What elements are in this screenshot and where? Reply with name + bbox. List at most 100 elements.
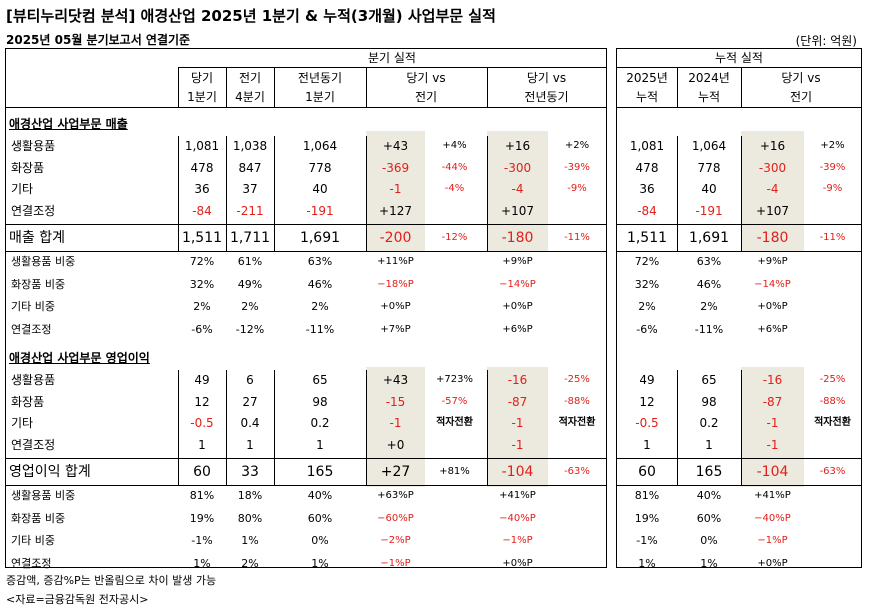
value-cell: 65 [312, 373, 328, 387]
diff-cell: +43 [382, 373, 409, 387]
ratio-value-cell: 1% [193, 556, 211, 570]
value-cell: 6 [246, 373, 254, 387]
value-cell: -191 [306, 203, 334, 218]
ratio-value-cell: 32% [189, 277, 215, 291]
total-value-cell: 1,711 [229, 230, 271, 246]
section-title: 애경산업 사업부문 매출 [9, 117, 128, 131]
total-row-label: 영업이익 합계 [9, 464, 91, 480]
rate-cell: -88% [564, 395, 590, 407]
ratio-value-cell: 19% [634, 511, 660, 525]
table-rule [178, 67, 179, 108]
cumulative-results-table: 누적 실적 2025년 누적 2024년 누적 당기 vs 전기 1,081 1,064 +16 +… [616, 48, 862, 570]
value-cell: 49 [194, 373, 210, 387]
total-diff-cell: +27 [380, 464, 411, 480]
ratio-diff-cell: +9%P [502, 256, 533, 267]
ratio-value-cell: -6% [191, 322, 213, 336]
ratio-value-cell: -11% [305, 322, 335, 336]
ratio-value-cell: 19% [189, 511, 215, 525]
value-cell: 65 [701, 373, 717, 387]
ratio-diff-cell: +0%P [757, 301, 788, 312]
ratio-diff-cell: +9%P [757, 256, 788, 267]
diff-cell: -1 [766, 437, 779, 452]
total-rate-cell: -63% [564, 466, 590, 477]
column-header: 2025년 [626, 71, 668, 85]
value-cell: 478 [190, 160, 214, 175]
table-rule [617, 67, 861, 68]
ratio-value-cell: 46% [696, 277, 722, 291]
ratio-row-label: 연결조정 [11, 322, 52, 336]
highlight-column-band [366, 131, 425, 251]
row-label: 연결조정 [11, 203, 56, 218]
diff-cell: +16 [759, 139, 786, 153]
total-diff-cell: -104 [501, 464, 534, 480]
column-header: 전기 [414, 90, 438, 104]
ratio-diff-cell: −2%P [380, 535, 411, 546]
highlight-column-band [741, 131, 804, 251]
table-rule [487, 67, 488, 108]
column-header: 당기 vs [781, 71, 821, 85]
value-cell: -84 [637, 203, 657, 218]
diff-cell: -369 [381, 160, 410, 175]
table-rule [617, 224, 861, 225]
ratio-value-cell: 1% [700, 556, 718, 570]
column-header: 4분기 [235, 90, 265, 104]
ratio-diff-cell: +0%P [502, 557, 533, 569]
ratio-diff-cell: +6%P [502, 323, 533, 335]
rate-cell: 적자전환 [558, 417, 596, 428]
column-header: 당기 [190, 71, 214, 85]
report-title: [뷰티누리닷컴 분석] 애경산업 2025년 1분기 & 누적(3개월) 사업부… [6, 7, 496, 25]
table-rule [6, 224, 606, 225]
total-diff-cell: -200 [379, 230, 412, 246]
ratio-value-cell: -1% [191, 534, 213, 547]
ratio-diff-cell: +41%P [754, 490, 791, 501]
rate-cell: -9% [567, 183, 587, 194]
value-cell: -0.5 [635, 416, 659, 430]
footnote-rounding: 증감액, 증감%P는 반올림으로 차이 발생 가능 [6, 574, 217, 587]
ratio-diff-cell: +6%P [757, 323, 788, 335]
value-cell: 0.2 [699, 416, 719, 430]
table-rule [677, 136, 678, 251]
column-header: 1분기 [187, 90, 217, 104]
value-cell: -0.5 [190, 416, 214, 430]
ratio-value-cell: 18% [237, 489, 263, 502]
table-rule [741, 67, 742, 108]
report-subtitle: 2025년 05월 분기보고서 연결기준 [6, 33, 191, 47]
table-rule [677, 370, 678, 485]
value-cell: 778 [697, 160, 721, 175]
footnote-source: <자료=금융감독원 전자공시> [6, 593, 149, 606]
diff-cell: -300 [758, 160, 787, 175]
rate-cell: -44% [441, 161, 468, 173]
diff-cell: -1 [511, 416, 524, 430]
rate-cell: -4% [444, 183, 465, 194]
column-header: 전년동기 [297, 71, 343, 85]
value-cell: 1 [643, 437, 651, 452]
ratio-diff-cell: −18%P [377, 278, 414, 290]
value-cell: -211 [236, 203, 264, 218]
value-cell: 0.2 [310, 416, 330, 430]
total-diff-cell: -180 [756, 230, 789, 246]
highlight-column-band [366, 367, 425, 487]
ratio-row-label: 화장품 비중 [11, 511, 66, 525]
rate-cell: -39% [564, 161, 590, 173]
table-rule [677, 67, 678, 108]
table-rule [226, 67, 227, 108]
ratio-value-cell: 1% [241, 534, 259, 547]
row-label: 화장품 [11, 160, 45, 175]
table-rule [274, 67, 275, 108]
ratio-value-cell: -1% [636, 534, 658, 547]
value-cell: 1 [705, 437, 713, 452]
diff-cell: -15 [385, 394, 406, 409]
diff-cell: +107 [756, 203, 789, 218]
value-cell: 1,038 [232, 139, 268, 153]
value-cell: 0.4 [240, 416, 260, 430]
section-title: 애경산업 사업부문 영업이익 [9, 351, 150, 365]
total-value-cell: 1,511 [181, 230, 223, 246]
ratio-value-cell: 80% [237, 511, 263, 525]
diff-cell: +107 [501, 203, 534, 218]
ratio-diff-cell: +0%P [757, 557, 788, 569]
row-label: 연결조정 [11, 437, 56, 452]
total-value-cell: 33 [241, 464, 259, 480]
table-rule [178, 67, 606, 68]
table-rule [741, 370, 742, 485]
ratio-value-cell: 81% [634, 489, 660, 502]
